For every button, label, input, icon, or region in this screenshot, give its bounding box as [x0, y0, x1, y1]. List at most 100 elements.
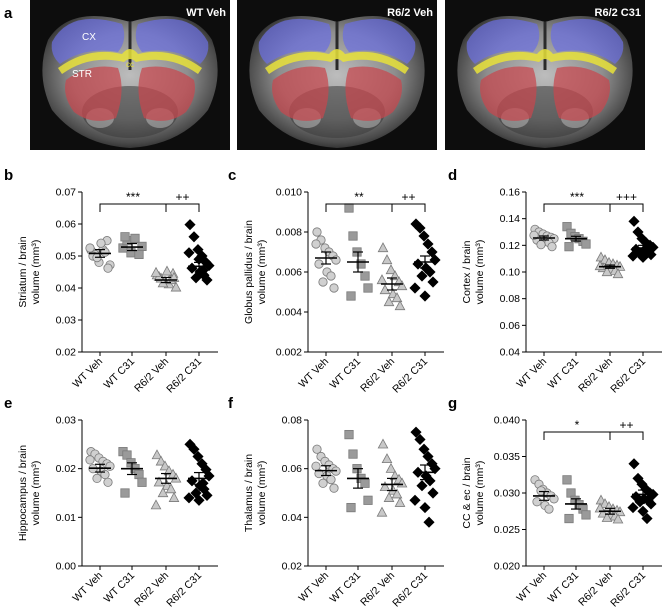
data-point: [564, 242, 574, 252]
data-point: [311, 461, 321, 471]
mri-image-r62-veh: R6/2 Veh: [235, 0, 439, 152]
mri-title-wt-veh: WT Veh: [186, 7, 226, 19]
data-point: [183, 247, 195, 259]
data-point: [155, 455, 167, 466]
data-point: [416, 270, 428, 282]
y-tick-label: 0.006: [276, 267, 302, 279]
significance-label: +++: [616, 190, 637, 204]
data-point: [536, 486, 546, 496]
data-point: [103, 477, 113, 487]
data-point: [396, 280, 408, 291]
y-axis-label: CC & ec / brainvolume (mm³): [461, 457, 486, 528]
label-cortex: CX: [82, 32, 96, 43]
data-point: [134, 249, 144, 259]
y-tick-label: 0.01: [56, 512, 77, 524]
data-point: [628, 215, 640, 227]
panel-letter-a: a: [4, 5, 13, 22]
data-point: [562, 475, 572, 485]
y-tick-label: 0.07: [56, 187, 77, 199]
y-tick-label: 0.02: [282, 561, 303, 573]
data-point: [564, 513, 574, 524]
y-tick-label: 0.05: [56, 251, 77, 263]
data-point: [381, 453, 393, 464]
data-point: [188, 231, 200, 243]
x-tick-label: WT Veh: [514, 356, 549, 391]
significance-label: ++: [401, 190, 415, 204]
y-tick-label: 0.12: [500, 240, 521, 252]
data-point: [344, 429, 354, 440]
data-point: [391, 292, 403, 303]
y-tick-label: 0.008: [276, 227, 302, 239]
data-point: [201, 274, 213, 286]
x-tick-label: R6/2 C31: [390, 356, 430, 396]
x-tick-label: R6/2 C31: [390, 570, 430, 609]
y-tick-label: 0.030: [494, 488, 520, 500]
y-tick-label: 0.04: [282, 512, 303, 524]
chart-panel-c: c 0.002 0.004 0.006 0.008 0.010 Globus pallidu…: [228, 167, 444, 395]
y-axis-label: Globus pallidus / brainvolume (mm³): [243, 220, 268, 324]
data-point: [161, 265, 173, 276]
panel-letter-c: c: [228, 167, 236, 184]
y-tick-label: 0.06: [282, 463, 303, 475]
data-point: [329, 283, 339, 293]
data-point: [427, 276, 439, 288]
label-striatum: STR: [72, 69, 92, 80]
data-point: [422, 450, 434, 463]
data-point: [360, 478, 370, 488]
data-point: [193, 494, 205, 506]
data-point: [150, 266, 162, 277]
data-point: [532, 497, 542, 507]
data-point: [312, 227, 322, 237]
data-point: [409, 494, 421, 506]
mri-image-r62-c31: R6/2 C31: [443, 0, 647, 152]
data-point: [377, 242, 389, 253]
data-point: [376, 506, 388, 517]
data-point: [188, 443, 200, 455]
data-point: [628, 458, 640, 470]
data-point: [150, 499, 162, 510]
data-point: [85, 243, 95, 253]
data-point: [379, 481, 391, 492]
data-point: [549, 494, 559, 504]
data-point: [627, 502, 639, 514]
x-tick-label: R6/2 C31: [164, 570, 204, 609]
chart-panels: b 0.02 0.03 0.04 0.05 0.06 0.07 Striatum / brai…: [4, 167, 662, 609]
y-tick-label: 0.14: [500, 213, 521, 225]
data-point: [103, 263, 113, 273]
data-point: [183, 492, 195, 504]
mri-title-r62-c31: R6/2 C31: [595, 7, 641, 19]
data-point: [547, 242, 557, 252]
data-point: [418, 230, 430, 242]
panel-letter-e: e: [4, 395, 12, 412]
data-point: [363, 283, 373, 293]
data-point: [170, 281, 182, 292]
data-point: [201, 489, 213, 501]
y-tick-label: 0.08: [282, 415, 303, 427]
significance-bracket: [165, 203, 200, 212]
data-point: [157, 487, 169, 498]
data-point: [363, 495, 373, 505]
y-tick-label: 0.004: [276, 307, 302, 319]
data-point: [326, 271, 336, 281]
chart-panel-d: d 0.04 0.06 0.08 0.10 0.12 0.14 0.16 Cortex / br…: [448, 167, 662, 395]
data-point: [423, 516, 435, 528]
y-axis-label: Cortex / brainvolume (mm³): [461, 240, 486, 305]
data-point: [426, 246, 438, 258]
data-point: [645, 498, 657, 510]
chart-panel-g: g 0.020 0.025 0.030 0.035 0.040 CC & ec / brai…: [448, 395, 662, 609]
significance-bracket: [391, 203, 426, 212]
y-tick-label: 0.025: [494, 524, 520, 536]
significance-bracket: [543, 431, 611, 440]
x-tick-label: WT Veh: [70, 356, 105, 391]
mri-title-r62-veh: R6/2 Veh: [387, 7, 433, 19]
y-tick-label: 0.04: [500, 347, 521, 359]
data-point: [346, 291, 356, 301]
data-point: [627, 250, 639, 262]
data-point: [391, 488, 403, 499]
data-point: [151, 449, 163, 460]
data-point: [429, 463, 441, 475]
data-point: [637, 505, 649, 517]
data-point: [418, 443, 430, 455]
data-point: [356, 259, 366, 269]
y-tick-label: 0.035: [494, 451, 520, 463]
